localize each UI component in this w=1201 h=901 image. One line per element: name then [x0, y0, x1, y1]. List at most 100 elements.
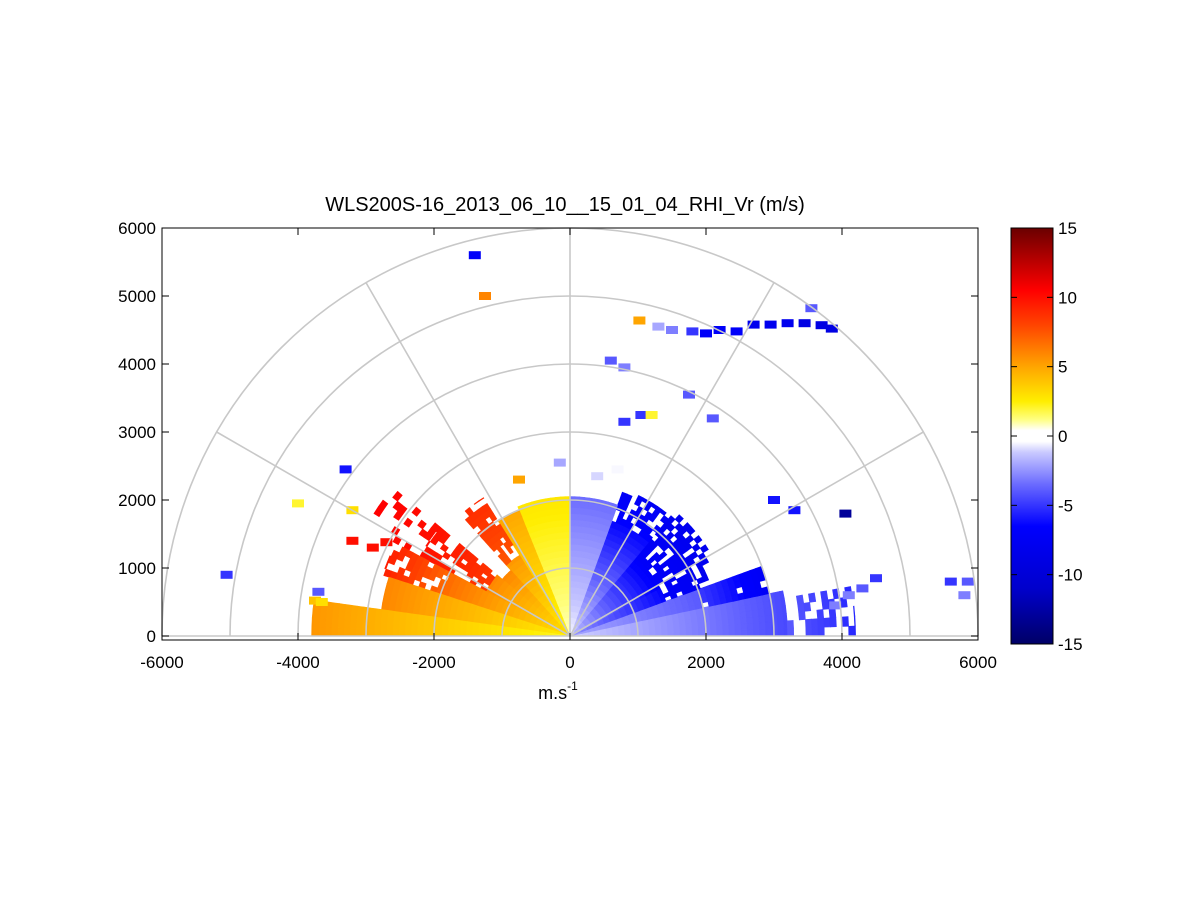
velocity-cell [417, 519, 427, 530]
velocity-cell [798, 610, 806, 621]
velocity-cell [841, 616, 849, 627]
velocity-point [788, 506, 801, 515]
velocity-cell [325, 610, 333, 620]
velocity-cell [693, 535, 703, 545]
velocity-cell [699, 544, 709, 554]
velocity-point [958, 591, 971, 600]
velocity-point [870, 574, 882, 583]
x-tick-label: 2000 [687, 653, 725, 672]
velocity-cell [464, 515, 474, 525]
grid-spoke [365, 282, 571, 637]
velocity-point [591, 472, 604, 481]
velocity-point [798, 319, 811, 328]
velocity-cell [355, 613, 364, 622]
velocity-cell [318, 626, 326, 637]
velocity-cell [383, 568, 393, 578]
velocity-cell [752, 622, 760, 630]
velocity-point [842, 591, 855, 600]
velocity-cell [367, 621, 375, 630]
velocity-cell [349, 612, 358, 622]
velocity-cell [393, 510, 404, 521]
velocity-cell [783, 628, 788, 637]
velocity-cell [764, 614, 772, 623]
velocity-cell [776, 613, 785, 622]
velocity-cell [573, 519, 579, 527]
velocity-cell [679, 627, 687, 633]
velocity-cell [416, 624, 424, 632]
velocity-cell [380, 615, 388, 624]
velocity-cell [441, 622, 449, 628]
velocity-cell [355, 620, 363, 630]
velocity-cell [740, 617, 748, 625]
velocity-cell [361, 621, 369, 630]
velocity-cell [410, 619, 419, 626]
velocity-cell [311, 626, 314, 637]
velocity-cell [740, 629, 748, 637]
velocity-cell [779, 590, 785, 600]
velocity-cell [733, 617, 742, 625]
velocity-cell [399, 611, 407, 620]
velocity-cell [765, 628, 773, 637]
velocity-cell [734, 629, 742, 637]
velocity-cell [484, 629, 491, 634]
velocity-cell [682, 522, 692, 532]
velocity-cell [619, 491, 628, 501]
velocity-cell [577, 513, 584, 521]
velocity-cell [721, 619, 730, 626]
velocity-point [346, 536, 359, 545]
velocity-point [700, 329, 712, 338]
velocity-cell [355, 628, 363, 637]
colorbar-tick-label: -15 [1058, 635, 1083, 654]
velocity-point [839, 509, 852, 518]
velocity-cell [425, 540, 431, 548]
velocity-cell [404, 618, 413, 626]
x-tick-label: 6000 [959, 653, 997, 672]
velocity-point [479, 292, 491, 300]
velocity-point [635, 411, 648, 419]
velocity-cell [572, 543, 577, 551]
velocity-cell [411, 506, 422, 517]
velocity-point [292, 499, 304, 508]
velocity-cell [781, 605, 787, 614]
velocity-cell [777, 620, 785, 630]
velocity-cell [349, 627, 357, 637]
velocity-cell [758, 615, 766, 624]
velocity-cell [577, 519, 583, 527]
velocity-cell [751, 609, 760, 618]
velocity-cell [441, 626, 449, 633]
velocity-cell [829, 617, 837, 628]
velocity-point [747, 320, 760, 329]
velocity-cell [497, 553, 506, 562]
velocity-cell [435, 626, 443, 632]
y-tick-label: 6000 [118, 219, 156, 238]
colorbar-gradient [1010, 227, 1054, 645]
grid-spoke [216, 431, 571, 637]
velocity-point [645, 411, 658, 419]
velocity-cell [453, 627, 461, 633]
velocity-point [706, 414, 719, 423]
velocity-point [315, 598, 328, 606]
velocity-cell [373, 506, 384, 518]
velocity-cell [422, 625, 430, 632]
velocity-cell [716, 624, 724, 632]
axis-ticks: -6000 -4000 -2000 0 2000 4000 6000 0 1000 2000 300… [118, 219, 997, 672]
velocity-cell [816, 609, 825, 620]
x-tick-label: -4000 [276, 653, 319, 672]
velocity-cell [418, 528, 428, 538]
velocity-cell [435, 621, 443, 628]
velocity-cell [312, 626, 320, 637]
velocity-point [781, 319, 794, 328]
velocity-point [339, 465, 352, 474]
velocity-cell [777, 628, 785, 637]
velocity-cell [572, 550, 577, 557]
x-tick-label: -2000 [412, 653, 455, 672]
x-axis-label-base: m.s [538, 683, 567, 703]
velocity-cell [464, 506, 471, 512]
velocity-cell [853, 605, 856, 617]
velocity-cell [384, 561, 389, 570]
velocity-point [633, 316, 646, 325]
velocity-cell [343, 611, 352, 621]
velocity-cell [848, 625, 856, 637]
velocity-point [683, 390, 695, 399]
